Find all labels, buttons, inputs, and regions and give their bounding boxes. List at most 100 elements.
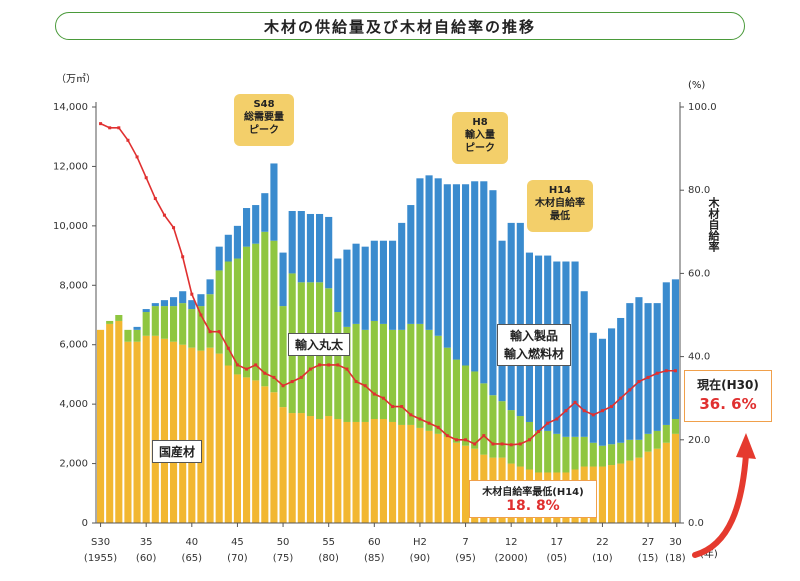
x-tick-label-bottom: (18) xyxy=(665,553,686,564)
bar-segment-domestic xyxy=(370,419,378,523)
self-sufficiency-point xyxy=(610,405,614,409)
bar-segment-domestic xyxy=(133,341,141,523)
current-rate-label: 現在(H30) xyxy=(697,378,759,392)
bar-segment-imported-products xyxy=(142,309,150,313)
self-sufficiency-point xyxy=(345,367,349,371)
bar-segment-imported-log xyxy=(626,439,634,461)
bar-segment-imported-log xyxy=(471,371,479,449)
annotation-s48-line3: ピーク xyxy=(249,125,279,136)
bar-segment-domestic xyxy=(389,421,397,523)
y-left-tick-label: 10,000 xyxy=(53,221,88,232)
bar-segment-imported-log xyxy=(224,261,232,366)
x-tick-label-bottom: (70) xyxy=(227,553,248,564)
x-tick-label-bottom: (80) xyxy=(318,553,339,564)
y-left-tick-label: 14,000 xyxy=(53,102,88,113)
x-tick-label-bottom: (85) xyxy=(364,553,385,564)
self-sufficiency-point xyxy=(336,363,340,367)
bar-segment-imported-log xyxy=(480,383,488,455)
label-imported-products-line2: 輸入燃料材 xyxy=(504,347,565,361)
x-tick-label-top: 17 xyxy=(550,537,563,548)
self-sufficiency-point xyxy=(153,197,157,201)
bar-segment-imported-products xyxy=(206,279,214,295)
bar-segment-domestic xyxy=(179,344,187,523)
annotation-s48-line2: 総需要量 xyxy=(244,112,284,123)
self-sufficiency-point xyxy=(290,380,294,384)
bar-segment-domestic xyxy=(243,377,251,523)
y-right-tick-label: 60.0 xyxy=(688,268,710,279)
bar-segment-imported-products xyxy=(434,178,442,336)
bar-segment-imported-products xyxy=(662,282,670,425)
x-tick-label-top: 30 xyxy=(669,537,682,548)
self-sufficiency-point xyxy=(308,367,312,371)
annotation-h14-line2: 木材自給率 xyxy=(535,198,585,209)
bar-segment-domestic xyxy=(270,392,278,523)
bar-segment-imported-log xyxy=(589,442,597,467)
self-sufficiency-point xyxy=(409,413,413,417)
bar-segment-imported-log xyxy=(379,323,387,419)
bar-segment-domestic xyxy=(443,436,451,523)
y-right-unit: (%) xyxy=(688,80,706,91)
bar-segment-domestic xyxy=(379,419,387,523)
bar-segment-imported-products xyxy=(635,297,643,440)
bar-segment-domestic xyxy=(407,424,415,523)
bar-segment-imported-products xyxy=(462,184,470,366)
x-tick-label-top: 60 xyxy=(368,537,381,548)
x-tick-label-top: 27 xyxy=(642,537,655,548)
bar-segment-domestic xyxy=(334,419,342,523)
bar-segment-imported-log xyxy=(452,359,460,443)
y-right-tick-label: 80.0 xyxy=(688,185,710,196)
self-sufficiency-point xyxy=(509,443,513,447)
bar-segment-imported-log xyxy=(361,329,369,422)
bar-segment-imported-log xyxy=(142,312,150,336)
bar-segment-domestic xyxy=(398,424,406,523)
bar-segment-imported-log xyxy=(170,306,178,342)
min-rate-value: 18. 8% xyxy=(506,498,560,514)
self-sufficiency-point xyxy=(537,429,541,433)
bar-segment-domestic xyxy=(170,341,178,523)
self-sufficiency-point xyxy=(391,405,395,409)
self-sufficiency-point xyxy=(372,392,376,396)
bar-segment-domestic xyxy=(434,433,442,523)
bar-segment-domestic xyxy=(142,335,150,523)
y-left-tick-label: 6,000 xyxy=(59,340,88,351)
bar-segment-imported-products xyxy=(361,246,369,330)
label-imported-products: 輸入製品 輸入燃料材 xyxy=(497,324,572,366)
self-sufficiency-point xyxy=(199,313,203,317)
bar-segment-imported-products xyxy=(215,246,223,271)
bar-segment-imported-products xyxy=(471,181,479,372)
min-rate-label: 木材自給率最低(H14) xyxy=(482,487,584,498)
annotation-h8: H8 輸入量 ピーク xyxy=(452,112,508,164)
y-left-tick-label: 0 xyxy=(82,518,88,529)
bar-segment-domestic xyxy=(416,427,424,523)
annotation-h8-line2: 輸入量 xyxy=(465,130,495,141)
bar-segment-domestic xyxy=(261,386,269,523)
bar-segment-imported-log xyxy=(115,315,123,321)
bar-segment-imported-products xyxy=(598,338,606,446)
bar-segment-imported-products xyxy=(480,181,488,384)
self-sufficiency-point xyxy=(99,122,103,126)
label-domestic: 国産材 xyxy=(152,440,203,463)
bar-segment-imported-log xyxy=(151,306,159,336)
bar-segment-imported-log xyxy=(133,329,141,342)
bar-segment-imported-log xyxy=(279,306,287,408)
self-sufficiency-point xyxy=(400,405,404,409)
annotation-h8-line1: H8 xyxy=(472,117,488,128)
bar-segment-imported-log xyxy=(525,421,533,470)
bar-segment-domestic xyxy=(252,380,260,523)
bar-segment-imported-log xyxy=(407,323,415,425)
x-tick-label-bottom: (60) xyxy=(136,553,157,564)
bar-segment-imported-products xyxy=(297,211,305,283)
annotation-h14-line3: 最低 xyxy=(550,211,570,222)
self-sufficiency-point xyxy=(454,438,458,442)
self-sufficiency-point xyxy=(381,396,385,400)
bar-segment-imported-products xyxy=(626,303,634,440)
x-tick-label-top: H2 xyxy=(413,537,427,548)
bar-segment-imported-log xyxy=(215,270,223,354)
bar-segment-imported-products xyxy=(243,208,251,247)
bar-segment-imported-products xyxy=(580,291,588,437)
bar-segment-imported-products xyxy=(617,317,625,443)
bar-segment-imported-log xyxy=(270,240,278,393)
trend-arrow-shaft xyxy=(692,452,749,558)
bar-segment-imported-products xyxy=(389,240,397,330)
bar-segment-imported-products xyxy=(334,258,342,313)
